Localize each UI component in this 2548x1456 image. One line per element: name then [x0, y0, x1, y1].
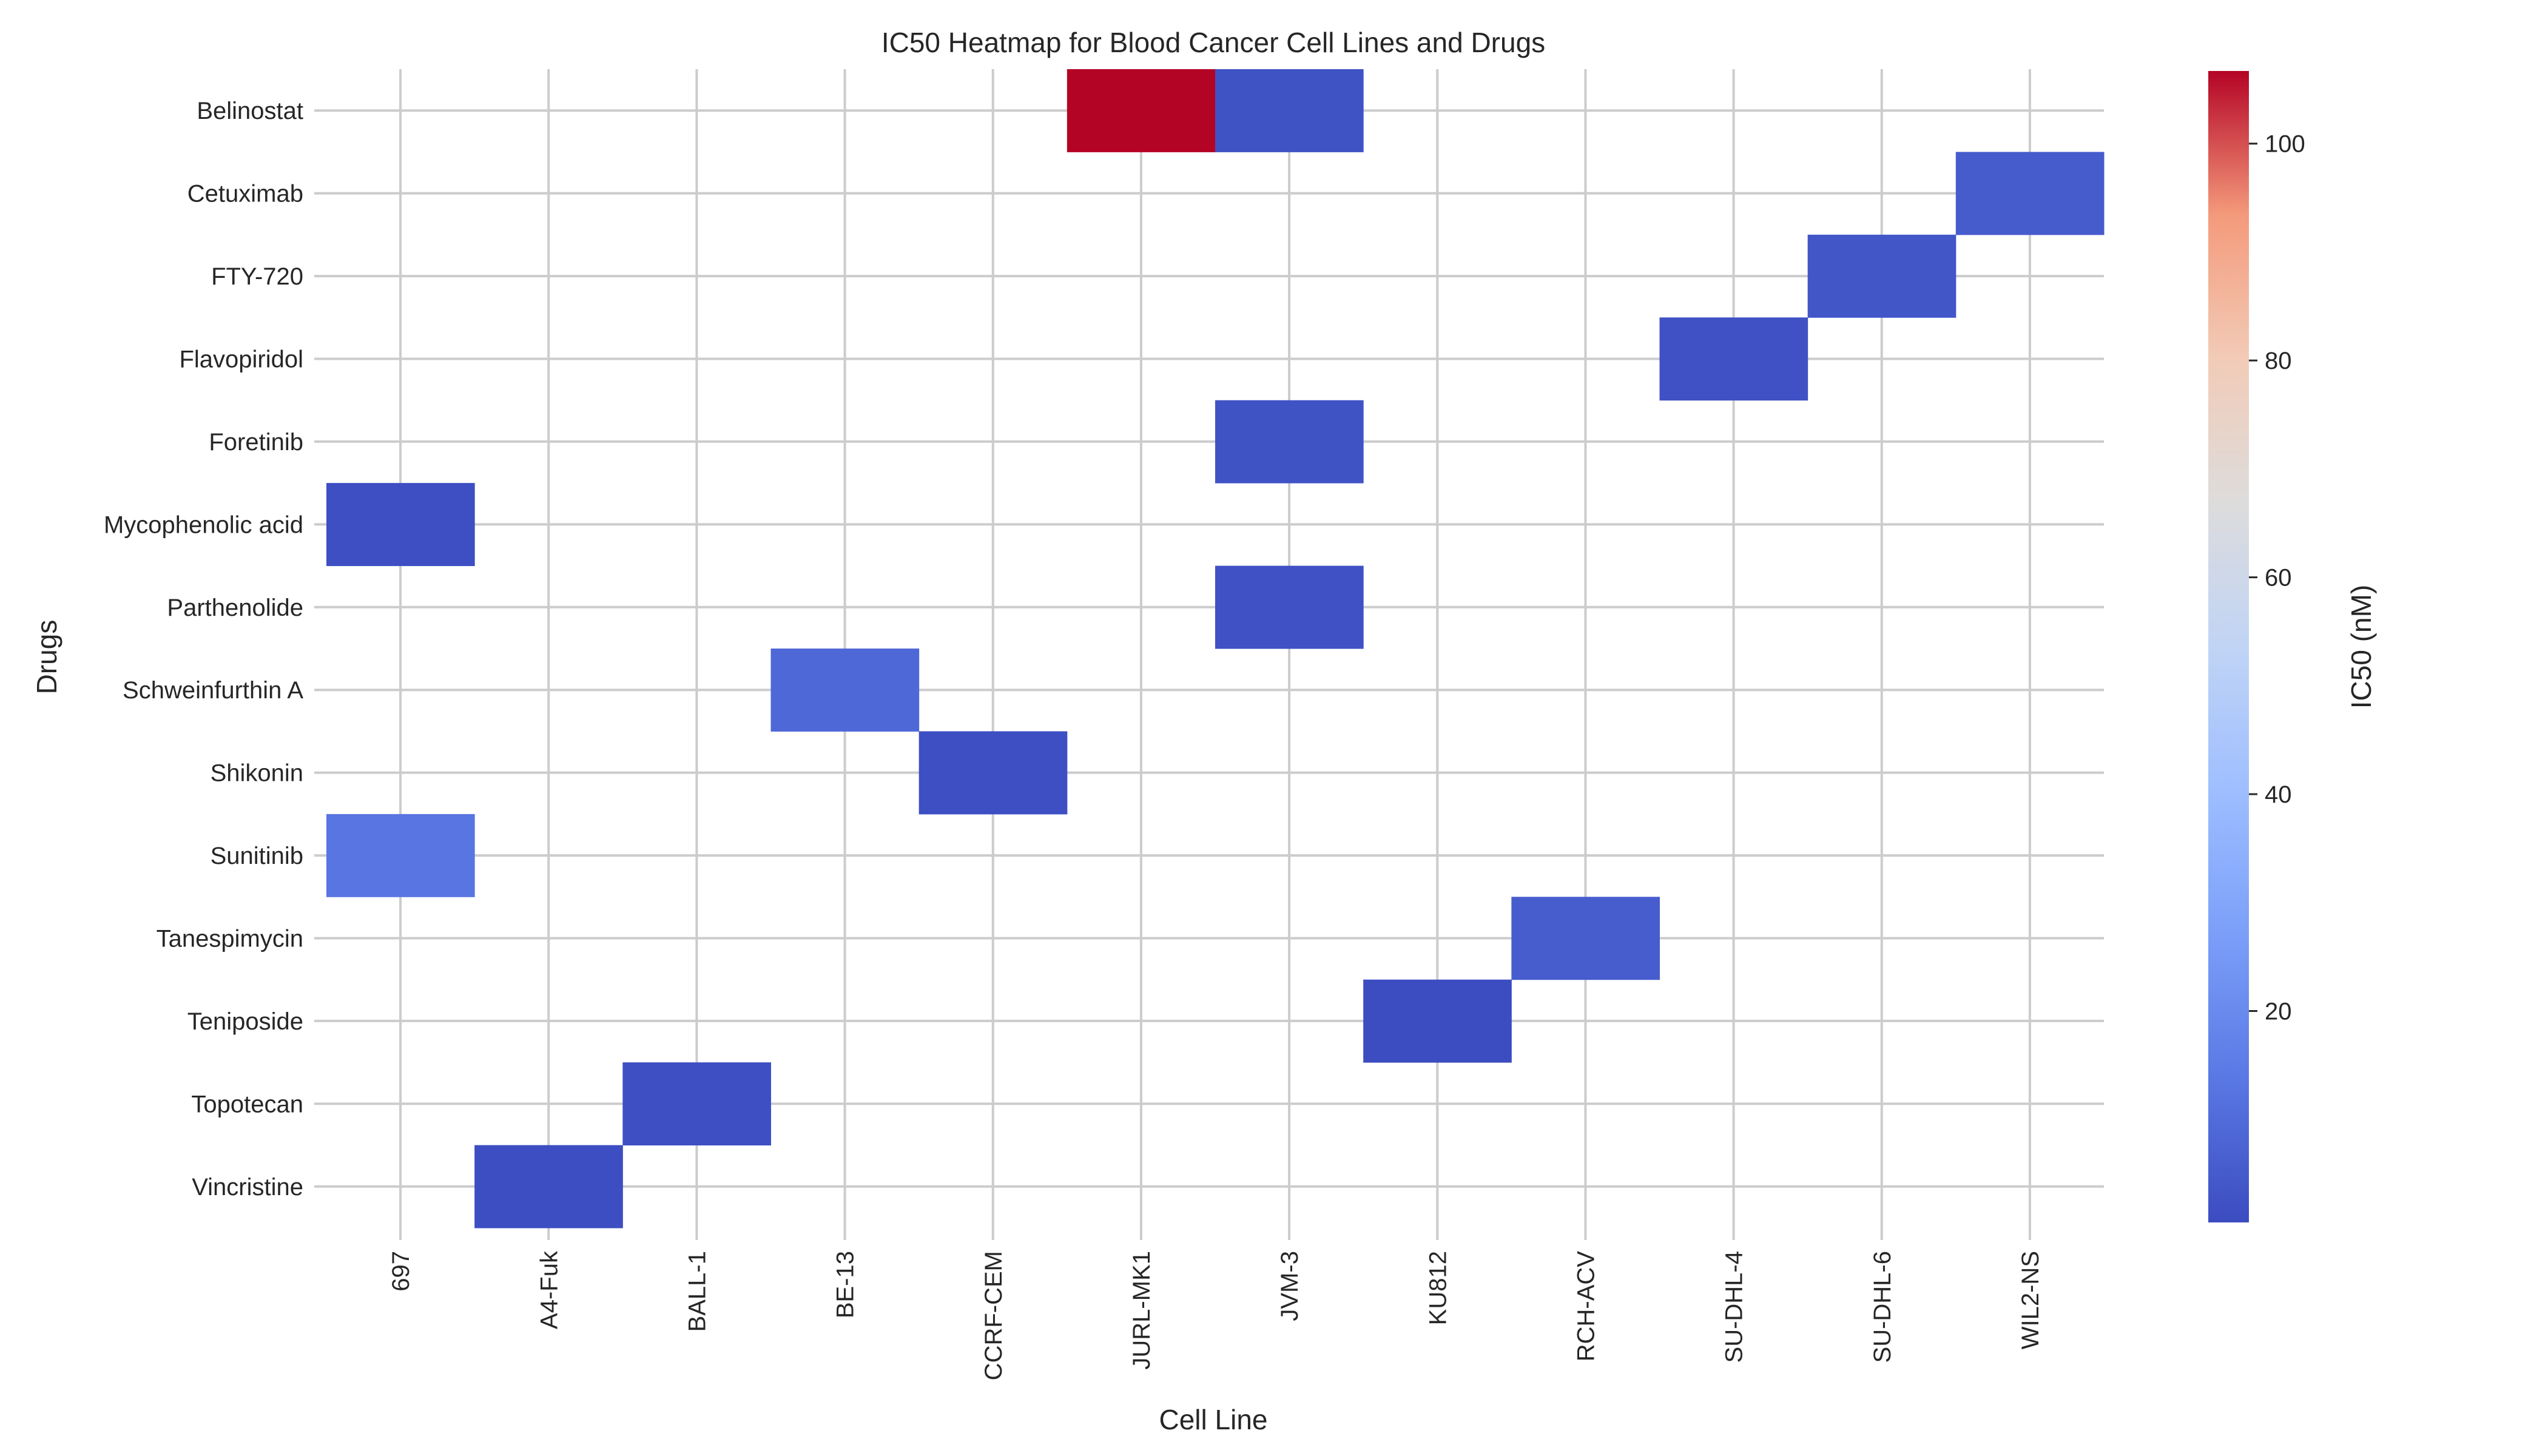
y-tick-label: Teniposide	[187, 1008, 303, 1035]
colorbar-tick-label: 60	[2265, 565, 2292, 592]
heatmap-cell	[1067, 69, 1216, 152]
heatmap-cell	[1955, 152, 2105, 235]
heatmap-cell	[622, 1062, 771, 1146]
heatmap-cell	[1215, 400, 1364, 484]
y-tick-label: Sunitinib	[211, 843, 303, 869]
heatmap-cell	[326, 814, 475, 897]
heatmap-cell	[918, 731, 1068, 815]
y-tick-label: Topotecan	[191, 1091, 303, 1117]
y-tick-label: Tanespimycin	[157, 926, 303, 952]
colorbar-tick-label: 40	[2265, 781, 2292, 808]
colorbar-tick-label: 20	[2265, 998, 2292, 1025]
x-tick-label: WIL2-NS	[2017, 1251, 2044, 1349]
colorbar-ticks: 20 40 60 80 100	[2249, 131, 2305, 1025]
heatmap-cell	[1363, 979, 1512, 1063]
heatmap-cell	[326, 483, 475, 567]
chart-title: IC50 Heatmap for Blood Cancer Cell Lines…	[881, 27, 1545, 58]
heatmap-cell	[1511, 897, 1660, 980]
x-tick-label: RCH-ACV	[1572, 1251, 1599, 1362]
y-tick-label: Parthenolide	[167, 595, 303, 621]
y-tick-label: Cetuximab	[187, 181, 303, 207]
colorbar	[2208, 71, 2249, 1222]
heatmap-cell	[1215, 69, 1364, 152]
y-tick-label: Vincristine	[192, 1174, 303, 1201]
x-tick-labels: 697 A4-Fuk BALL-1 BE-13 CCRF-CEM JURL-MK1 JVM-…	[388, 1250, 2044, 1380]
heatmap-cell	[474, 1145, 623, 1228]
y-tick-label: Mycophenolic acid	[104, 511, 303, 538]
y-tick-label: Flavopiridol	[179, 346, 303, 373]
y-tick-label: Belinostat	[197, 98, 303, 124]
x-tick-label: BE-13	[832, 1251, 859, 1318]
heatmap-cell	[770, 649, 920, 732]
colorbar-tick-label: 80	[2265, 348, 2292, 374]
x-tick-label: SU-DHL-4	[1721, 1251, 1748, 1363]
y-tick-label: Shikonin	[211, 760, 303, 787]
colorbar-label: IC50 (nM)	[2345, 585, 2377, 709]
x-tick-label: 697	[388, 1251, 414, 1292]
heatmap-cell	[1659, 317, 1808, 401]
x-tick-label: SU-DHL-6	[1869, 1251, 1896, 1363]
x-axis-title: Cell Line	[1159, 1404, 1268, 1435]
y-axis-title: Drugs	[31, 620, 62, 695]
colorbar-tick-label: 100	[2265, 131, 2305, 158]
x-tick-label: CCRF-CEM	[980, 1251, 1007, 1380]
heatmap-cell	[1807, 234, 1956, 318]
x-tick-label: A4-Fuk	[536, 1250, 562, 1329]
y-tick-label: Foretinib	[209, 429, 303, 456]
x-tick-label: KU812	[1424, 1251, 1451, 1325]
y-tick-labels: Belinostat Cetuximab FTY-720 Flavopiridol Fo…	[104, 98, 303, 1201]
x-tick-label: BALL-1	[684, 1251, 710, 1332]
y-tick-label: FTY-720	[211, 263, 303, 290]
heatmap-cell	[1215, 565, 1364, 649]
y-tick-label: Schweinfurthin A	[123, 677, 303, 704]
x-tick-label: JURL-MK1	[1128, 1251, 1155, 1370]
x-tick-label: JVM-3	[1276, 1251, 1303, 1321]
heatmap-cells	[326, 69, 2105, 1228]
